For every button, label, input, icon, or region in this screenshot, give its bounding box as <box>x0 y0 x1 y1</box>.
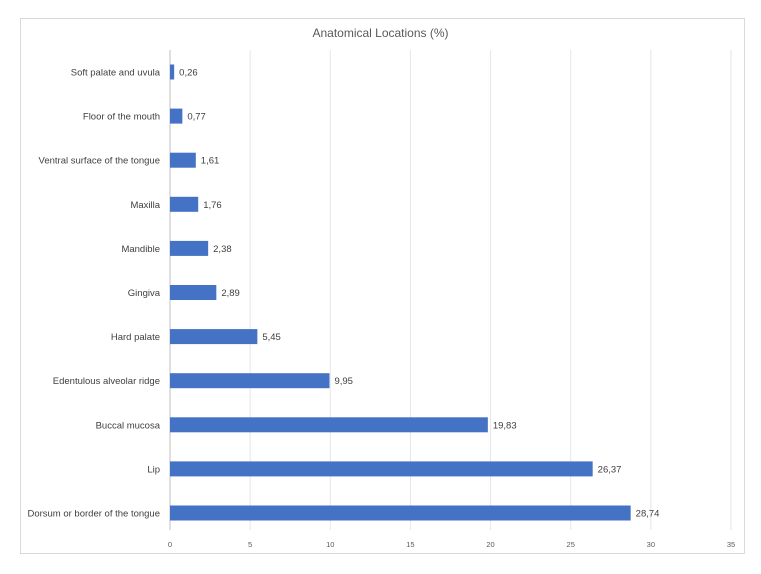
x-tick-label-2: 10 <box>326 540 334 549</box>
x-tick-label-7: 35 <box>727 540 735 549</box>
x-tick-label-4: 20 <box>486 540 494 549</box>
x-tick-label-1: 5 <box>248 540 252 549</box>
bar-3 <box>170 196 199 212</box>
category-label-7: Edentulous alveolar ridge <box>53 376 160 387</box>
bar-6 <box>170 329 258 345</box>
x-tick-label-0: 0 <box>168 540 172 549</box>
category-label-6: Hard palate <box>111 332 160 343</box>
value-label-3: 1,76 <box>203 200 222 211</box>
category-label-0: Soft palate and uvula <box>71 68 161 79</box>
category-label-4: Mandible <box>121 244 160 255</box>
category-label-5: Gingiva <box>128 288 161 299</box>
category-label-1: Floor of the mouth <box>83 112 160 123</box>
bar-2 <box>170 152 196 168</box>
bar-8 <box>170 417 488 433</box>
bar-9 <box>170 461 593 477</box>
category-label-10: Dorsum or border of the tongue <box>27 509 160 520</box>
bar-7 <box>170 373 330 389</box>
category-label-2: Ventral surface of the tongue <box>39 156 160 167</box>
category-label-3: Maxilla <box>130 200 160 211</box>
bar-4 <box>170 240 209 256</box>
chart-title: Anatomical Locations (%) <box>312 26 449 40</box>
x-tick-label-5: 25 <box>567 540 575 549</box>
bar-5 <box>170 285 217 300</box>
bar-1 <box>170 108 183 124</box>
value-label-1: 0,77 <box>187 112 206 123</box>
value-label-0: 0,26 <box>179 68 198 79</box>
value-label-5: 2,89 <box>221 288 240 299</box>
value-label-10: 28,74 <box>636 509 660 520</box>
value-label-4: 2,38 <box>213 244 232 255</box>
x-tick-label-3: 15 <box>406 540 414 549</box>
category-label-8: Buccal mucosa <box>96 420 161 431</box>
value-label-2: 1,61 <box>201 156 220 167</box>
bar-10 <box>170 505 631 521</box>
category-label-9: Lip <box>147 464 160 475</box>
value-label-6: 5,45 <box>262 332 281 343</box>
x-tick-label-6: 30 <box>647 540 655 549</box>
value-label-7: 9,95 <box>334 376 353 387</box>
value-label-8: 19,83 <box>493 420 517 431</box>
value-label-9: 26,37 <box>598 464 622 475</box>
bar-0 <box>170 64 175 80</box>
